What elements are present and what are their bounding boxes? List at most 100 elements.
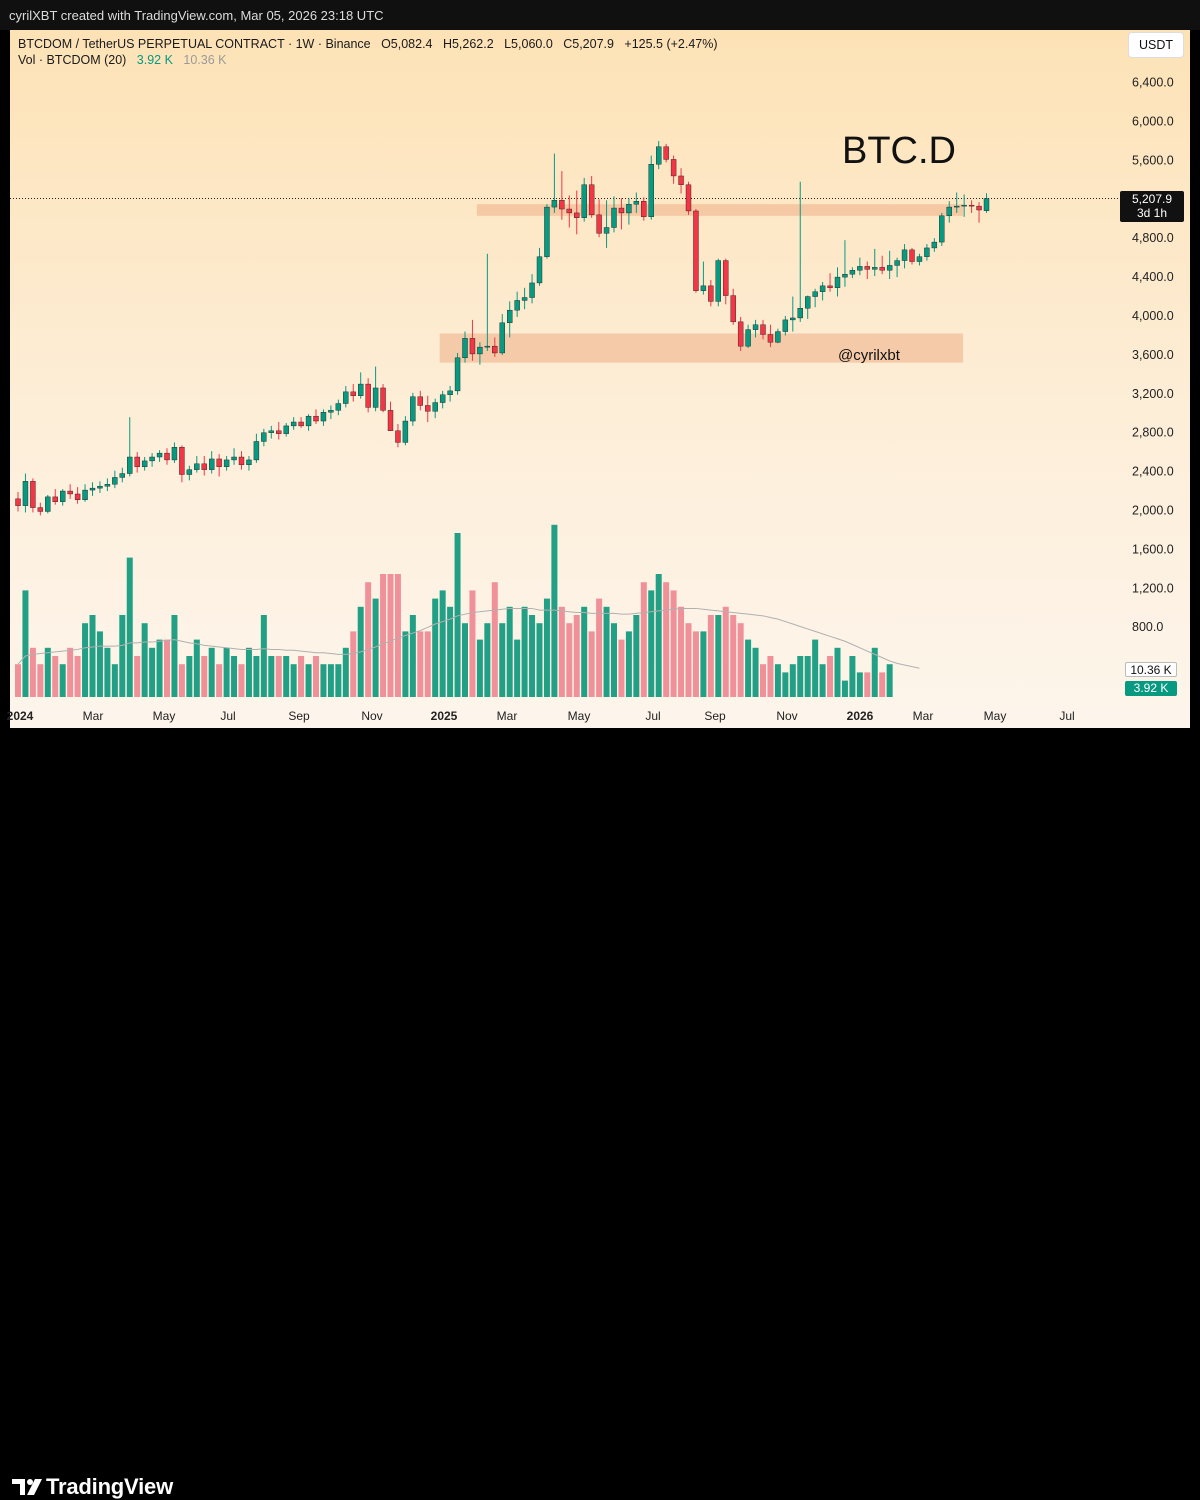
volume-bar: [178, 664, 185, 697]
candle-body: [45, 496, 51, 512]
symbol-name[interactable]: BTCDOM / TetherUS PERPETUAL CONTRACT · 1…: [18, 37, 371, 51]
volume-bar: [134, 656, 141, 697]
tradingview-brand[interactable]: TradingView: [46, 1474, 173, 1499]
volume-bar: [797, 656, 804, 697]
volume-value: 3.92 K: [136, 53, 173, 67]
chart-canvas[interactable]: 6,400.06,000.05,600.05,200.04,800.04,400…: [0, 0, 1200, 789]
x-tick-label: 2025: [431, 709, 458, 723]
candle-body: [745, 329, 751, 347]
candle-body: [499, 322, 505, 354]
volume-bar: [96, 631, 103, 697]
volume-bar: [193, 639, 200, 697]
volume-bar: [171, 615, 178, 697]
volume-bar: [67, 647, 74, 697]
y-tick-label: 2,800.0: [1132, 426, 1174, 440]
volume-bar: [521, 606, 528, 697]
candle-body: [156, 452, 163, 458]
volume-bar: [685, 623, 692, 697]
candle-body: [909, 249, 915, 262]
volume-bar: [804, 656, 811, 697]
volume-bar: [283, 656, 290, 697]
volume-bar: [506, 606, 513, 697]
candle-body: [208, 458, 215, 470]
ohlc-close: C5,207.9: [563, 37, 614, 51]
volume-bar: [111, 664, 118, 697]
volume-bar: [208, 647, 215, 697]
volume-bar: [484, 623, 491, 697]
candle-body: [127, 456, 133, 474]
volume-bar: [789, 664, 796, 697]
bar-countdown: 3d 1h: [1136, 206, 1168, 220]
volume-bar: [864, 672, 871, 697]
candle-body: [514, 300, 520, 311]
volume-bar: [432, 598, 439, 697]
candle-body: [231, 456, 237, 461]
tradingview-logo-icon[interactable]: [12, 1477, 42, 1497]
candle-body: [186, 469, 193, 475]
volume-bar: [655, 574, 662, 697]
last-price-value: 5,207.9: [1131, 192, 1173, 206]
volume-indicator-name[interactable]: Vol · BTCDOM (20): [18, 53, 127, 67]
candle-body: [819, 285, 826, 292]
volume-bar: [633, 615, 640, 697]
candle-body: [343, 391, 349, 404]
candle-body: [872, 267, 878, 270]
candle-body: [89, 487, 96, 491]
volume-bar: [700, 631, 707, 697]
support-resistance-zones: [439, 204, 963, 363]
candle-body: [939, 215, 945, 243]
candle-body: [536, 256, 543, 284]
volume-bar: [238, 664, 245, 697]
candle-body: [179, 447, 185, 475]
candle-body: [559, 200, 565, 210]
volume-bar: [692, 631, 699, 697]
candle-body: [603, 227, 610, 234]
candle-body: [797, 308, 803, 319]
candle-body: [253, 441, 260, 461]
candle-body: [924, 247, 930, 257]
candle-body: [469, 338, 476, 355]
volume-legend[interactable]: Vol · BTCDOM (20) 3.92 K 10.36 K: [18, 53, 226, 67]
candle-body: [708, 285, 714, 302]
candle-body: [171, 447, 178, 461]
y-tick-label: 3,200.0: [1132, 387, 1174, 401]
currency-button[interactable]: USDT: [1128, 32, 1184, 58]
candle-body: [134, 456, 140, 467]
candle-body: [946, 206, 952, 217]
volume-bar: [89, 615, 96, 697]
volume-bar: [774, 664, 781, 697]
footer: TradingView: [0, 728, 1200, 1499]
volume-bar: [588, 631, 595, 697]
price-axis: 6,400.06,000.05,600.05,200.04,800.04,400…: [1132, 76, 1174, 635]
volume-ma-line: [17, 607, 920, 669]
volume-bar: [298, 656, 305, 697]
candle-body: [37, 507, 44, 512]
volume-ma-badge: 10.36 K: [1125, 662, 1177, 677]
volume-bar: [74, 656, 81, 697]
x-tick-label: May: [984, 709, 1007, 723]
x-tick-label: Nov: [776, 709, 797, 723]
candle-body: [812, 291, 818, 297]
volume-bar: [260, 615, 267, 697]
candle-body: [335, 403, 342, 411]
volume-bar: [491, 582, 498, 697]
btcd-annotation: BTC.D: [842, 130, 956, 172]
candle-body: [976, 205, 982, 211]
candle-body: [223, 459, 230, 467]
volume-bar: [82, 623, 89, 697]
ohlc-open: O5,082.4: [381, 37, 433, 51]
volume-current-badge: 3.92 K: [1125, 681, 1177, 696]
volume-bar: [707, 615, 714, 697]
symbol-legend[interactable]: BTCDOM / TetherUS PERPETUAL CONTRACT · 1…: [18, 37, 718, 51]
candle-body: [678, 175, 684, 185]
price-zone: [439, 333, 963, 363]
volume-bar: [186, 656, 193, 697]
volume-bar: [640, 582, 647, 697]
volume-bar: [59, 664, 66, 697]
volume-bar: [156, 639, 163, 697]
candle-body: [216, 458, 222, 467]
volume-bar: [327, 664, 334, 697]
candle-body: [112, 477, 118, 485]
x-tick-label: Mar: [83, 709, 104, 723]
y-tick-label: 2,400.0: [1132, 465, 1174, 479]
